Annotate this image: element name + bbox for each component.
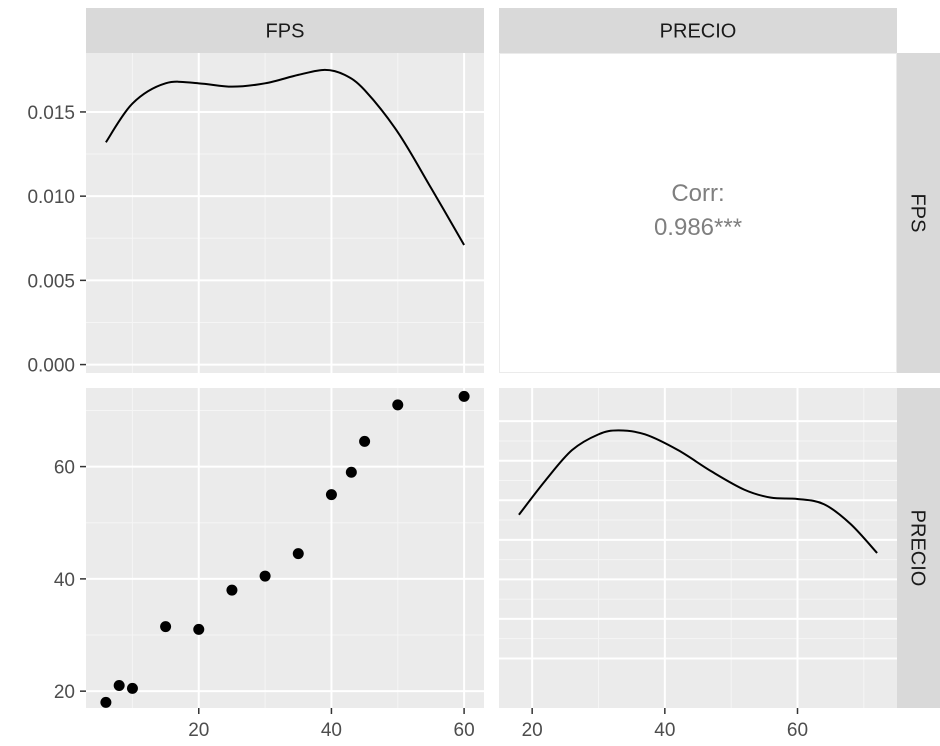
scatter-point-7 <box>292 548 304 560</box>
scatter-point-5 <box>226 584 238 596</box>
column-strip-label-0: FPS <box>266 21 305 43</box>
fps-density-line <box>105 68 465 246</box>
scatter-point-12 <box>458 390 470 402</box>
precio-density-line <box>518 429 878 554</box>
scatter-point-10 <box>359 435 371 447</box>
scatter-point-2 <box>126 682 138 694</box>
y-density-tick-label-0: 0.000 <box>27 356 75 377</box>
scatter-point-1 <box>113 680 125 692</box>
panel-precio-density-background <box>499 388 897 708</box>
panel-correlation-background <box>499 53 897 373</box>
row-strip-label-1: PRECIO <box>907 510 929 587</box>
scatter-point-6 <box>259 570 271 582</box>
row-strip-1 <box>897 388 940 708</box>
x-precio-tick-label-0: 20 <box>522 720 543 741</box>
y-density-tick-label-3: 0.015 <box>27 103 75 124</box>
panels-layer: Corr: 0.986*** <box>86 53 897 708</box>
correlation-label: Corr: <box>671 180 724 207</box>
correlation-value: 0.986*** <box>654 214 742 241</box>
panel-fps-density-background <box>86 53 484 373</box>
scatter-point-11 <box>392 399 404 411</box>
y-precio-tick-label-2: 60 <box>54 458 75 479</box>
y-precio-tick-label-0: 20 <box>54 682 75 703</box>
scatter-point-9 <box>345 466 357 478</box>
scatter-point-3 <box>160 621 172 633</box>
panel-scatter-background <box>86 388 484 708</box>
x-fps-tick-label-1: 40 <box>321 720 342 741</box>
x-precio-tick-label-2: 60 <box>787 720 808 741</box>
scatter-point-0 <box>100 696 112 708</box>
column-strip-0 <box>86 8 484 53</box>
column-strip-1 <box>499 8 897 53</box>
scatter-point-8 <box>325 489 337 501</box>
scatter-point-4 <box>193 623 205 635</box>
x-fps-tick-label-2: 60 <box>454 720 475 741</box>
column-strip-label-1: PRECIO <box>660 21 737 43</box>
y-density-tick-label-2: 0.010 <box>27 187 75 208</box>
row-strip-label-0: FPS <box>907 194 929 233</box>
y-precio-tick-label-1: 40 <box>54 570 75 591</box>
x-precio-tick-label-1: 40 <box>654 720 675 741</box>
axes-layer: FPS PRECIO FPS PRECIO 0.000 0.005 0.010 0.015 20… <box>27 8 940 741</box>
y-density-tick-label-1: 0.005 <box>27 271 75 292</box>
row-strip-0 <box>897 53 940 373</box>
x-fps-tick-label-0: 20 <box>188 720 209 741</box>
